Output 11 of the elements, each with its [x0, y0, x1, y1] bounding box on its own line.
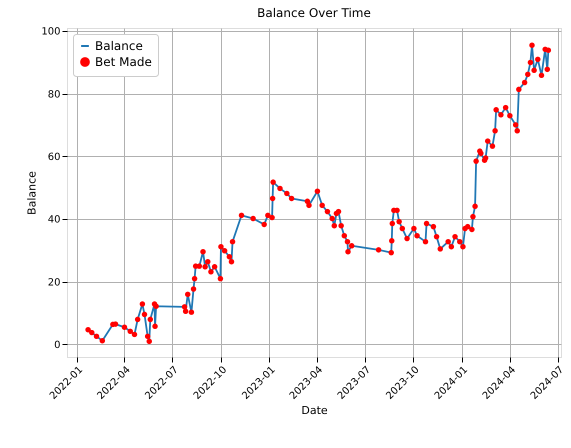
y-tick-label: 80	[48, 89, 60, 100]
y-tick-label: 0	[54, 340, 60, 351]
y-tick-label: 60	[48, 152, 60, 163]
chart-title: Balance Over Time	[257, 6, 371, 20]
y-tick-label: 100	[41, 26, 60, 38]
y-axis-title: Balance	[25, 170, 38, 215]
legend-label: Balance	[95, 39, 143, 53]
legend-label: Bet Made	[95, 55, 152, 69]
x-axis-title: Date	[301, 404, 328, 418]
y-tick-label: 40	[48, 214, 60, 226]
y-tick-label: 20	[48, 277, 60, 288]
